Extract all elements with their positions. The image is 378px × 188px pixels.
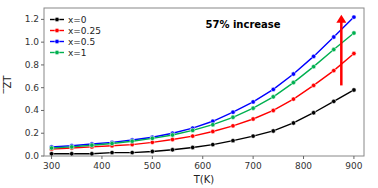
series-line [52, 33, 354, 148]
series-point [251, 100, 255, 104]
annotation: 57% increase [206, 19, 281, 30]
legend-label: x=0.5 [68, 37, 95, 47]
series-point [170, 148, 174, 152]
y-tick [41, 110, 44, 111]
series-point [170, 137, 174, 141]
y-tick-label: 0.8 [25, 60, 40, 70]
y-tick [41, 87, 44, 88]
y-tick-label: 0.2 [25, 128, 39, 138]
x-tick-label: 600 [194, 161, 211, 171]
series-point [352, 51, 356, 55]
x-tick-label: 800 [295, 161, 312, 171]
series-point [251, 106, 255, 110]
series-point [110, 150, 114, 154]
y-tick-label: 0.4 [25, 105, 40, 115]
y-tick [41, 156, 44, 157]
series-point [332, 99, 336, 103]
series-line [52, 54, 354, 150]
x-tick [303, 156, 304, 159]
series-point [211, 122, 215, 126]
plot-area [49, 15, 356, 156]
series-point [352, 88, 356, 92]
series-point [311, 83, 315, 87]
arrow [336, 15, 346, 86]
series-point [190, 134, 194, 138]
legend-marker [55, 39, 59, 43]
x-tick [253, 156, 254, 159]
series-point [150, 149, 154, 153]
series-point [49, 152, 53, 156]
arrow-head [336, 15, 346, 23]
x-tick [202, 156, 203, 159]
series-point [311, 54, 315, 58]
series-point [251, 117, 255, 121]
arrow-shaft [340, 21, 343, 86]
series-point [130, 139, 134, 143]
series-point [49, 146, 53, 150]
series-point [311, 64, 315, 68]
series-point [190, 145, 194, 149]
series-point [332, 47, 336, 51]
plot-frame [44, 8, 364, 156]
series-point [231, 138, 235, 142]
series-point [90, 152, 94, 156]
y-tick-label: 1.2 [25, 14, 39, 24]
series-point [311, 111, 315, 115]
chart: 300 400 500 600 700 800 900 0.0 0.2 0.4 0.6 0.8 1.0 1… [0, 0, 378, 188]
series-point [70, 145, 74, 149]
series-point [110, 141, 114, 145]
series-point [291, 72, 295, 76]
series-point [332, 35, 336, 39]
x-tick [353, 156, 354, 159]
y-tick-label: 0.6 [25, 83, 40, 93]
legend-marker [55, 50, 59, 54]
series-point [352, 31, 356, 35]
series-point [231, 124, 235, 128]
y-tick [41, 19, 44, 20]
series-point [271, 129, 275, 133]
x-tick [51, 156, 52, 159]
series-point [271, 95, 275, 99]
series-point [231, 110, 235, 114]
x-tick [152, 156, 153, 159]
y-tick-label: 1.0 [25, 37, 40, 47]
series-point [251, 134, 255, 138]
legend-label: x=0.25 [68, 26, 101, 36]
series-point [90, 143, 94, 147]
series-point [231, 115, 235, 119]
series-point [271, 87, 275, 91]
y-tick [41, 64, 44, 65]
series-point [70, 152, 74, 156]
legend-marker [55, 28, 59, 32]
x-tick-label: 500 [144, 161, 161, 171]
x-axis-label: T(K) [193, 174, 215, 185]
series-point [170, 133, 174, 137]
y-tick [41, 133, 44, 134]
series-point [190, 128, 194, 132]
series-point [291, 80, 295, 84]
x-tick-label: 700 [245, 161, 262, 171]
legend-label: x=1 [68, 48, 87, 58]
series-point [352, 15, 356, 19]
series-point [211, 142, 215, 146]
y-tick-label: 0.0 [25, 151, 40, 161]
legend-marker [55, 17, 59, 21]
x-tick-label: 900 [345, 161, 362, 171]
x-tick-label: 300 [43, 161, 60, 171]
series-point [150, 136, 154, 140]
y-tick [41, 42, 44, 43]
legend-label: x=0 [68, 15, 87, 25]
x-tick-label: 400 [93, 161, 110, 171]
series-point [291, 97, 295, 101]
legend: x=0x=0.25x=0.5x=1 [50, 15, 101, 58]
series-point [211, 129, 215, 133]
series-point [332, 68, 336, 72]
series-point [130, 150, 134, 154]
y-axis-label: ̅ZT [2, 75, 13, 95]
x-tick [101, 156, 102, 159]
series-point [271, 108, 275, 112]
series-point [291, 121, 295, 125]
